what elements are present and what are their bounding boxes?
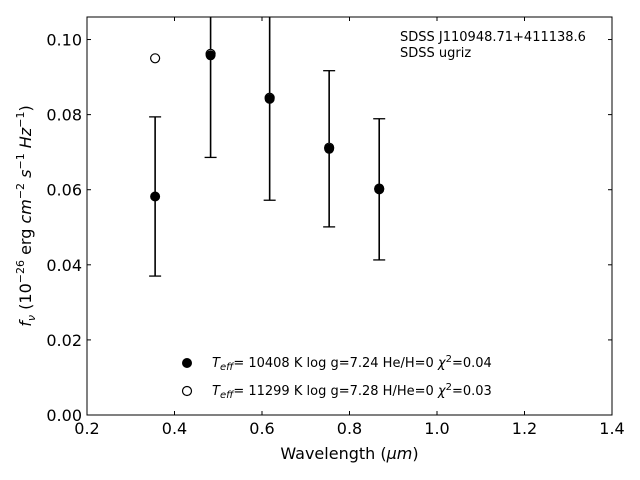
- y-tick-label: 0.00: [46, 406, 82, 425]
- x-axis-label-unit: μm: [386, 444, 413, 463]
- x-axis-label: Wavelength (μm): [280, 444, 418, 463]
- x-axis-label-close: ): [412, 444, 418, 463]
- axis-ticks: 0.2 0.4 0.6 0.8 1.0 1.2 1.4 0.00 0.02 0.04 0.06 0.0…: [46, 17, 625, 438]
- x-tick-label: 0.4: [162, 419, 187, 438]
- legend-text-run: = 11299 K log g=7.28 H/He=0: [233, 384, 438, 399]
- annotation-object-name: SDSS J110948.71+411138.6: [400, 30, 586, 45]
- data-point-filled: [264, 93, 275, 104]
- x-axis-label-main: Wavelength (: [280, 444, 386, 463]
- y-tick-label: 0.02: [46, 331, 82, 350]
- legend-chi-superscript: 2: [446, 382, 452, 393]
- x-tick-label: 0.2: [74, 419, 99, 438]
- y-tick-label: 0.08: [46, 106, 82, 125]
- legend: Teff​= 10408 K log g=7.24 He/H=0 χ2​=0.0…: [181, 354, 492, 401]
- legend-chi-symbol: χ: [437, 356, 447, 371]
- data-point-filled: [150, 191, 161, 202]
- legend-chi-symbol: χ: [437, 384, 447, 399]
- y-axis-label: fν (10−26 erg cm−2 s−1 Hz−1): [14, 105, 38, 326]
- data-point-filled: [324, 143, 335, 154]
- legend-label-db-model: Teff​= 11299 K log g=7.28 H/He=0 χ2​=0.0…: [212, 382, 492, 401]
- y-tick-label: 0.06: [46, 181, 82, 200]
- plot-area: [86, 16, 613, 416]
- x-tick-label: 1.4: [599, 419, 624, 438]
- legend-marker-filled: [182, 358, 192, 368]
- x-tick-label: 1.2: [512, 419, 537, 438]
- legend-teff-subscript: eff: [220, 362, 235, 373]
- legend-text-run: =0.03: [452, 384, 492, 399]
- legend-chi-superscript: 2: [446, 354, 452, 365]
- data-point-filled: [205, 50, 216, 61]
- legend-marker-open: [181, 385, 193, 397]
- legend-teff-symbol: T: [212, 384, 221, 399]
- data-point-open: [150, 53, 161, 64]
- x-tick-label: 1.0: [424, 419, 449, 438]
- legend-teff-symbol: T: [212, 356, 221, 371]
- legend-text-run: =0.04: [452, 356, 492, 371]
- x-tick-label: 0.6: [249, 419, 274, 438]
- y-tick-label: 0.10: [46, 31, 82, 50]
- x-tick-label: 0.8: [337, 419, 362, 438]
- annotation-filters: SDSS ugriz: [400, 46, 471, 61]
- legend-text-run: = 10408 K log g=7.24 He/H=0: [233, 356, 438, 371]
- legend-teff-subscript: eff: [220, 390, 235, 401]
- legend-label-da-model: Teff​= 10408 K log g=7.24 He/H=0 χ2​=0.0…: [212, 354, 492, 373]
- data-point-filled: [374, 184, 385, 195]
- data-points: [150, 48, 385, 202]
- y-tick-label: 0.04: [46, 256, 82, 275]
